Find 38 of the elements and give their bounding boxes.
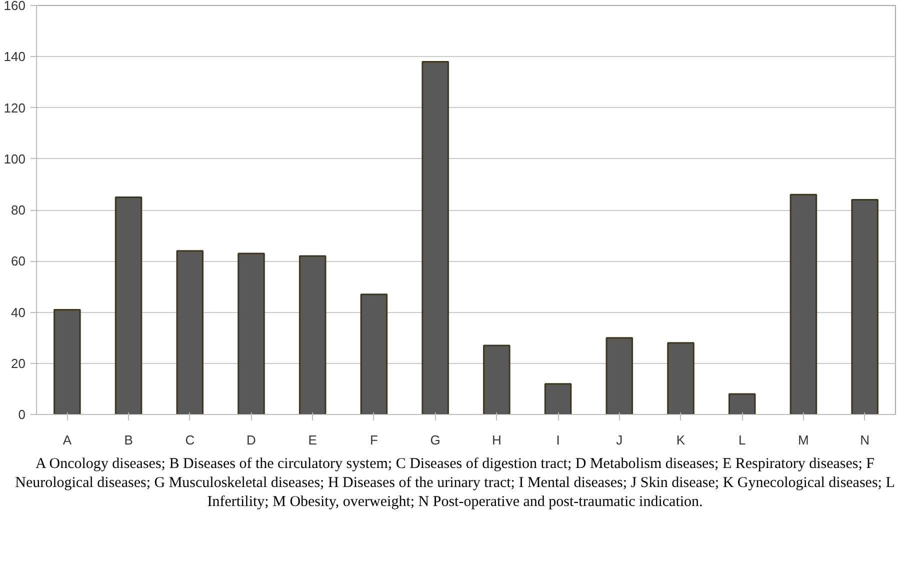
x-tick-label: L [738, 432, 746, 448]
bar [54, 308, 81, 414]
x-tick-label: C [185, 432, 195, 448]
y-tick-label: 160 [4, 0, 26, 13]
bar [728, 393, 756, 414]
bar [114, 196, 142, 414]
bar [544, 383, 572, 414]
y-tick-label: 60 [11, 254, 26, 269]
x-tick-label: N [860, 432, 870, 448]
bar [298, 255, 326, 414]
x-tick-label: D [246, 432, 256, 448]
bar [790, 194, 818, 414]
y-tick-label: 80 [11, 202, 26, 218]
x-tick-label: H [492, 432, 502, 448]
x-tick-label: M [798, 432, 809, 448]
x-tick-label: K [676, 432, 686, 448]
x-tick-label: J [616, 432, 623, 448]
x-tick-label: E [308, 432, 318, 448]
bar [483, 344, 510, 414]
x-tick-label: F [370, 432, 378, 448]
x-tick-label: G [430, 432, 440, 448]
bar [606, 337, 634, 414]
text: A Oncology diseases; B Diseases of the circulatory system; C Diseases of digestion tract; D Metabolism diseases; E Respiratory diseases; F Neurological diseases; G Musculoskeletal diseases; H Diseases of the urinary tract; I Mental diseases; J Skin disease; K Gynecological diseases; L Infertility; M Obesity, overweight; N Post-operative and post-traumatic indication. [14, 455, 896, 512]
bar [176, 250, 204, 414]
bar [360, 294, 388, 414]
bar [667, 342, 694, 414]
bar [851, 199, 878, 414]
x-tick-label: A [62, 432, 72, 448]
y-tick-label: 100 [4, 151, 26, 166]
y-tick-label: 20 [11, 356, 26, 371]
y-tick-label: 40 [11, 304, 26, 320]
bar [422, 60, 449, 414]
y-tick-label: 140 [4, 49, 26, 64]
x-tick-label: I [556, 432, 560, 448]
x-tick-label: B [124, 432, 133, 448]
y-tick-label: 120 [4, 100, 26, 116]
bar [238, 252, 265, 414]
y-tick-label: 0 [18, 407, 26, 422]
